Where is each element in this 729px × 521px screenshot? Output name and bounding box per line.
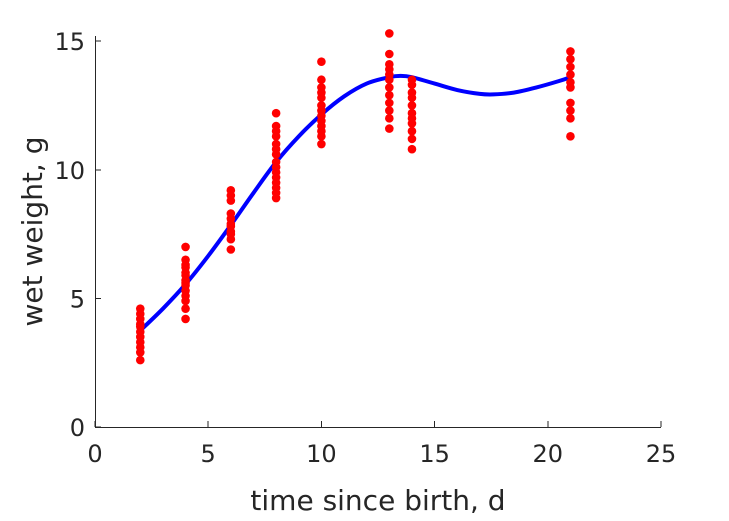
data-point bbox=[407, 126, 417, 136]
data-point bbox=[181, 242, 190, 252]
model-curves bbox=[138, 73, 572, 332]
data-point bbox=[407, 80, 417, 90]
data-point bbox=[385, 29, 394, 38]
data-point bbox=[317, 132, 326, 141]
y-tick-label: 0 bbox=[70, 414, 85, 442]
data-point bbox=[317, 139, 326, 149]
data-point bbox=[271, 150, 281, 159]
data-point bbox=[566, 47, 575, 56]
data-point bbox=[385, 49, 394, 59]
x-tick-label: 5 bbox=[201, 440, 216, 468]
data-point bbox=[271, 108, 281, 118]
x-tick-label: 15 bbox=[419, 440, 450, 468]
data-point bbox=[385, 90, 394, 100]
data-point bbox=[181, 304, 190, 313]
x-tick-label: 20 bbox=[533, 440, 564, 468]
data-points bbox=[135, 29, 575, 365]
data-point bbox=[407, 101, 417, 110]
fit-curve bbox=[138, 73, 572, 332]
data-point bbox=[385, 124, 394, 133]
data-point bbox=[226, 196, 236, 205]
y-tick-label: 15 bbox=[54, 28, 85, 56]
y-tick-label: 5 bbox=[70, 285, 85, 313]
data-point bbox=[226, 234, 236, 244]
data-point bbox=[317, 57, 326, 67]
data-point bbox=[271, 193, 281, 203]
data-point bbox=[181, 314, 190, 324]
data-point bbox=[407, 119, 417, 128]
data-point bbox=[135, 348, 145, 357]
data-point bbox=[407, 134, 417, 144]
x-tick-label: 25 bbox=[646, 440, 677, 468]
data-point bbox=[566, 106, 575, 115]
data-point bbox=[385, 75, 394, 85]
data-point bbox=[135, 355, 145, 365]
data-point bbox=[385, 106, 394, 115]
data-point bbox=[566, 114, 575, 123]
data-point bbox=[226, 245, 236, 254]
data-point bbox=[566, 62, 575, 72]
data-point bbox=[407, 144, 417, 154]
y-tick-label: 10 bbox=[54, 157, 85, 185]
x-tick-label: 10 bbox=[306, 440, 337, 468]
data-point bbox=[317, 93, 326, 103]
data-point bbox=[271, 132, 281, 141]
y-axis-label: wet weight, g bbox=[16, 137, 49, 327]
data-point bbox=[566, 70, 575, 79]
data-point bbox=[407, 93, 417, 103]
data-point bbox=[181, 296, 190, 306]
data-point bbox=[566, 98, 575, 108]
data-point bbox=[566, 83, 575, 92]
data-point bbox=[566, 132, 575, 141]
x-ticks: 0 5 10 15 20 25 bbox=[87, 421, 676, 468]
data-point bbox=[566, 54, 575, 64]
y-ticks: 0 5 10 15 bbox=[54, 28, 101, 442]
axes bbox=[95, 36, 661, 428]
data-point bbox=[385, 83, 394, 92]
data-point bbox=[385, 114, 394, 123]
x-tick-label: 0 bbox=[87, 440, 102, 468]
data-point bbox=[317, 75, 326, 85]
x-axis-label: time since birth, d bbox=[250, 484, 505, 517]
data-point bbox=[385, 98, 394, 108]
